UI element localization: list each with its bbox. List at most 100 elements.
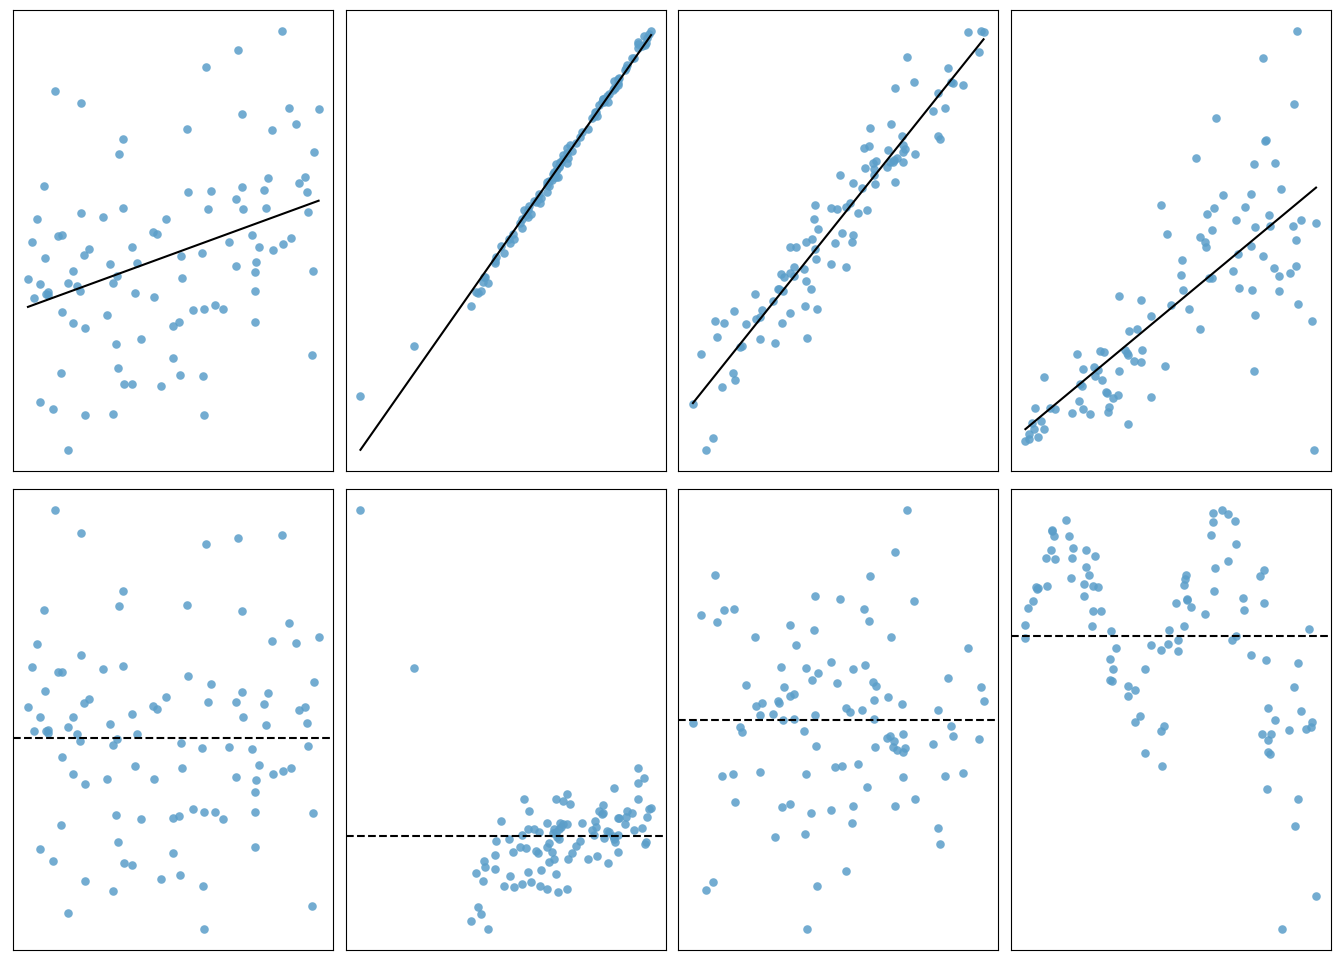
Point xyxy=(614,62,636,78)
Point xyxy=(749,765,770,780)
Point xyxy=(548,821,570,836)
Point xyxy=(122,239,144,254)
Point xyxy=(551,820,573,835)
Point xyxy=(1027,581,1048,596)
Point xyxy=(1085,548,1106,564)
Point xyxy=(1074,577,1095,592)
Point xyxy=(1286,23,1308,38)
Point xyxy=(930,836,952,852)
Point xyxy=(1117,345,1138,360)
Point xyxy=(192,369,214,384)
Point xyxy=(864,739,886,755)
Point xyxy=(161,319,183,334)
Point xyxy=(577,122,598,137)
Point xyxy=(461,913,482,928)
Point xyxy=(523,822,544,837)
Point xyxy=(704,567,726,583)
Point xyxy=(1239,238,1261,253)
Point xyxy=(227,42,249,58)
Point xyxy=(200,183,222,199)
Point xyxy=(785,239,806,254)
Point xyxy=(108,360,129,375)
Point xyxy=(1071,378,1093,394)
Point xyxy=(218,739,239,755)
Point xyxy=(922,736,943,752)
Point xyxy=(1243,307,1265,323)
Point xyxy=(245,839,266,854)
Point xyxy=(762,707,784,722)
Point xyxy=(548,158,570,174)
Point xyxy=(556,145,578,160)
Point xyxy=(730,339,751,354)
Point xyxy=(74,248,95,263)
Point xyxy=(194,408,215,423)
Point xyxy=(1301,714,1322,730)
Point xyxy=(1154,358,1176,373)
Point xyxy=(1173,618,1195,634)
Point xyxy=(297,738,319,754)
Point xyxy=(516,207,538,223)
Point xyxy=(883,155,905,170)
Point xyxy=(26,211,47,227)
Point xyxy=(122,707,144,722)
Point xyxy=(1017,431,1039,446)
Point xyxy=(112,659,133,674)
Point xyxy=(528,195,550,210)
Point xyxy=(35,723,56,738)
Point xyxy=(780,797,801,812)
Point xyxy=(95,771,117,786)
Point xyxy=(723,303,745,319)
Point xyxy=(142,225,164,240)
Point xyxy=(1245,220,1266,235)
Point xyxy=(1124,682,1145,697)
Point xyxy=(859,568,880,584)
Point xyxy=(934,768,956,783)
Point xyxy=(892,769,914,784)
Point xyxy=(511,876,532,892)
Point xyxy=(74,408,95,423)
Point xyxy=(593,805,614,821)
Point xyxy=(835,259,856,275)
Point xyxy=(493,246,515,261)
Point xyxy=(922,104,943,119)
Point xyxy=(546,866,567,881)
Point xyxy=(493,878,515,894)
Point xyxy=(1265,712,1286,728)
Point xyxy=(98,256,120,272)
Point xyxy=(253,182,274,198)
Point xyxy=(1176,591,1198,607)
Point xyxy=(349,389,371,404)
Point xyxy=(517,864,539,879)
Point xyxy=(1305,888,1327,903)
Point xyxy=(513,203,535,218)
Point xyxy=(224,191,246,206)
Point xyxy=(1189,322,1211,337)
Point xyxy=(593,798,614,813)
Point xyxy=(1288,656,1309,671)
Point xyxy=(723,601,745,616)
Point xyxy=(194,804,215,820)
Point xyxy=(472,874,493,889)
Point xyxy=(581,110,602,126)
Point xyxy=(151,378,172,394)
Point xyxy=(1060,570,1082,586)
Point xyxy=(780,239,801,254)
Point xyxy=(1122,353,1144,369)
Point xyxy=(1124,715,1145,731)
Point xyxy=(1027,430,1048,445)
Point xyxy=(847,204,868,220)
Point xyxy=(177,184,199,200)
Point xyxy=(892,726,914,741)
Point xyxy=(821,201,843,216)
Point xyxy=(866,679,887,694)
Point xyxy=(1202,270,1223,285)
Point xyxy=(571,815,593,830)
Point xyxy=(23,291,44,306)
Point xyxy=(241,741,262,756)
Point xyxy=(552,147,574,162)
Point xyxy=(468,900,489,915)
Point xyxy=(603,834,625,850)
Point xyxy=(887,151,909,166)
Point xyxy=(866,153,887,168)
Point xyxy=(1021,416,1043,431)
